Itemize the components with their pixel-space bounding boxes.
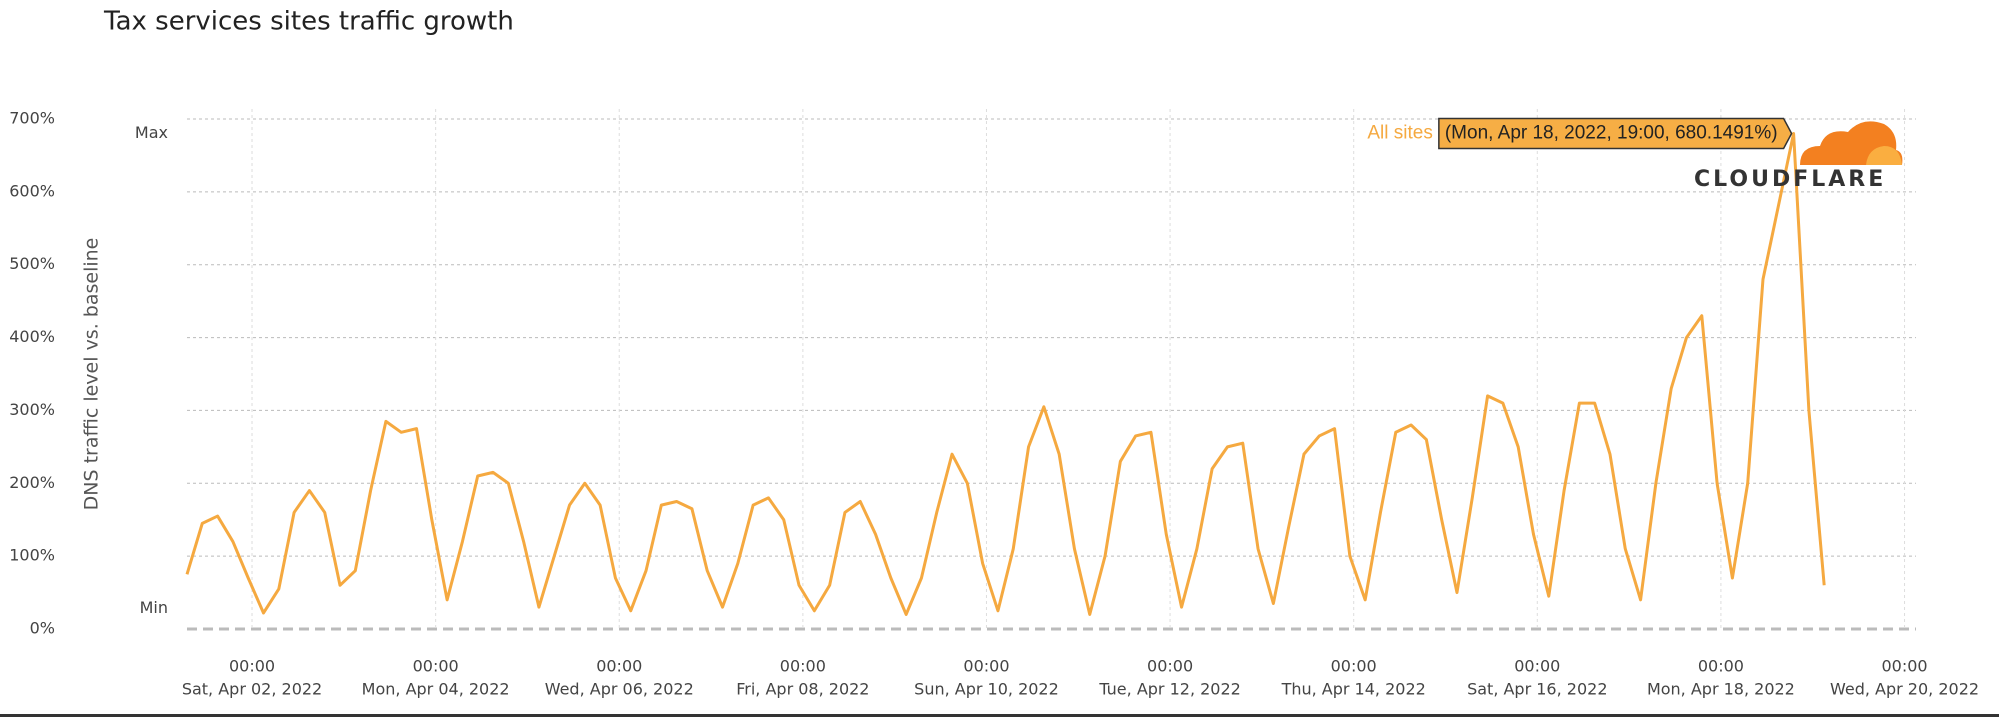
tooltip-series-name: All sites	[1367, 122, 1432, 143]
tooltip: (Mon, Apr 18, 2022, 19:00, 680.1491%) All…	[1367, 117, 1793, 150]
y-tick-label: 300%	[9, 400, 55, 419]
x-tick-time: 00:00	[1881, 657, 1927, 676]
x-tick-label: Mon, Apr 04, 2022	[362, 680, 510, 699]
y-tick-label: 200%	[9, 473, 55, 492]
x-tick-label: Thu, Apr 14, 2022	[1281, 680, 1426, 699]
x-tick-label: Fri, Apr 08, 2022	[736, 680, 869, 699]
x-tick-label: Tue, Apr 12, 2022	[1098, 680, 1241, 699]
x-tick-label: Sat, Apr 02, 2022	[182, 680, 322, 699]
x-tick-time: 00:00	[780, 657, 826, 676]
x-tick-time: 00:00	[596, 657, 642, 676]
y-axis-title: DNS traffic level vs. baseline	[81, 238, 103, 511]
x-tick-time: 00:00	[1698, 657, 1744, 676]
x-tick-label: Mon, Apr 18, 2022	[1647, 680, 1795, 699]
x-tick-time: 00:00	[963, 657, 1009, 676]
y-tick-label: 600%	[9, 181, 55, 200]
x-tick-time: 00:00	[1147, 657, 1193, 676]
logo-cloud-light	[1866, 146, 1902, 165]
x-tick-time: 00:00	[413, 657, 459, 676]
y-tick-label: 0%	[30, 619, 55, 638]
x-tick-time: 00:00	[1514, 657, 1560, 676]
y-tick-label: 500%	[9, 254, 55, 273]
max-label: Max	[135, 123, 168, 142]
min-label: Min	[140, 598, 168, 617]
series-line	[185, 131, 1826, 616]
y-tick-label: 700%	[9, 109, 55, 128]
y-tick-label: 100%	[9, 546, 55, 565]
x-tick-label: Sat, Apr 16, 2022	[1467, 680, 1607, 699]
x-tick-time: 00:00	[1331, 657, 1377, 676]
x-tick-label: Wed, Apr 06, 2022	[545, 680, 694, 699]
cloudflare-logo: CLOUDFLARE	[1694, 121, 1903, 192]
logo-text: CLOUDFLARE	[1694, 167, 1886, 192]
chart-title: Tax services sites traffic growth	[103, 7, 514, 37]
y-tick-label: 400%	[9, 327, 55, 346]
x-tick-label: Wed, Apr 20, 2022	[1830, 680, 1979, 699]
tooltip-text: (Mon, Apr 18, 2022, 19:00, 680.1491%)	[1445, 122, 1778, 143]
tooltip-box	[1438, 117, 1793, 150]
x-tick-label: Sun, Apr 10, 2022	[914, 680, 1059, 699]
x-tick-time: 00:00	[229, 657, 275, 676]
